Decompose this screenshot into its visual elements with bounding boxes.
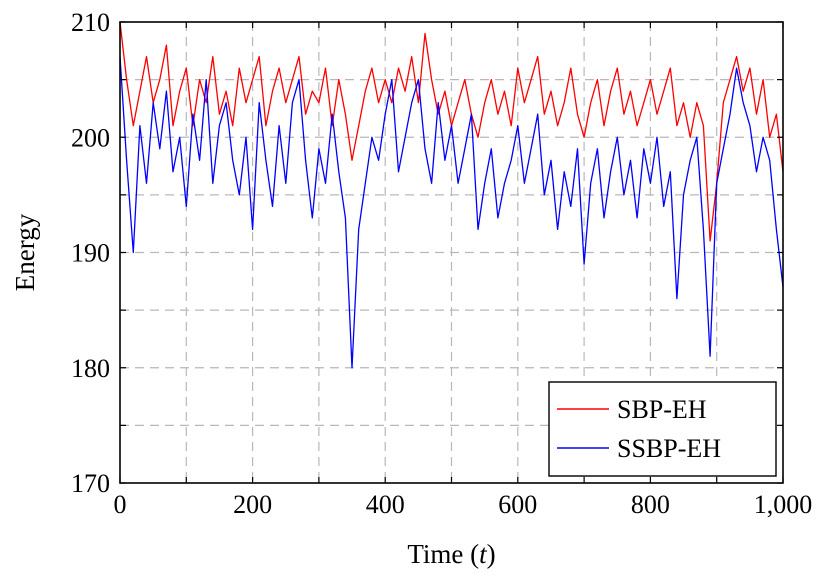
- x-tick-label: 600: [498, 490, 537, 519]
- legend-label-sbp-eh: SBP-EH: [617, 395, 707, 424]
- x-tick-label: 0: [114, 490, 127, 519]
- legend-box: [548, 381, 777, 477]
- x-tick-label: 1,000: [754, 490, 813, 519]
- y-axis-label: Energy: [10, 213, 40, 291]
- legend-label-ssbp-eh: SSBP-EH: [617, 434, 721, 463]
- tick-labels: 0 200 400 600 800 1,000 170 180 190 200 210: [71, 8, 812, 519]
- y-tick-label: 210: [71, 8, 110, 37]
- x-axis-label-variable: t: [479, 539, 488, 569]
- legend: SBP-EH SSBP-EH: [548, 381, 777, 477]
- x-tick-label: 200: [233, 490, 272, 519]
- y-tick-label: 180: [71, 354, 110, 383]
- x-axis-label: Time (t): [407, 539, 495, 569]
- grid-lines: [120, 22, 783, 483]
- y-tick-label: 200: [71, 123, 110, 152]
- y-tick-label: 170: [71, 469, 110, 498]
- x-axis-label-prefix: Time (: [407, 539, 479, 569]
- x-tick-label: 400: [366, 490, 405, 519]
- x-axis-label-suffix: ): [487, 539, 496, 569]
- y-tick-label: 190: [71, 239, 110, 268]
- x-tick-label: 800: [631, 490, 670, 519]
- series-lines: [119, 21, 784, 369]
- axis-ticks: [119, 21, 784, 484]
- series-line-ssbp-eh: [119, 56, 784, 369]
